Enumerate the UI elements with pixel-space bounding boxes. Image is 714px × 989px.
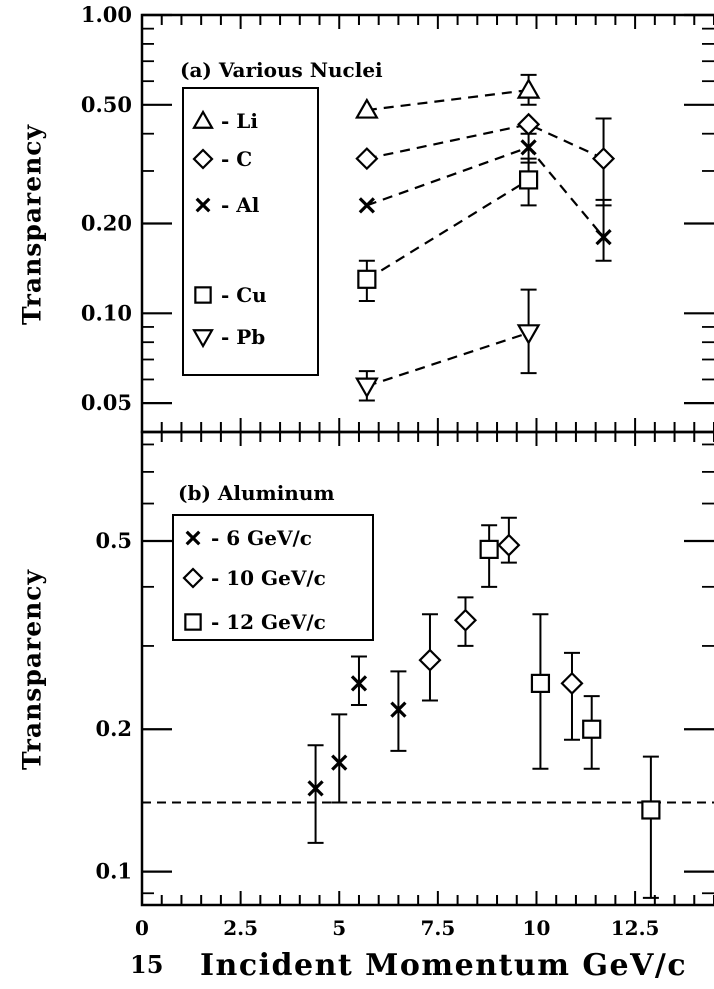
panel-b-series-12-gev-c-point <box>479 539 499 559</box>
panel-a-series-c-line <box>366 123 605 160</box>
panel-a-series-cu-point <box>357 269 377 289</box>
panel-a-y-tick-label: 0.05 <box>81 390 132 415</box>
panel-a-legend-marker <box>195 197 211 213</box>
panel-b-legend-marker <box>185 530 201 546</box>
panel-b-title: (b) Aluminum <box>178 481 335 505</box>
panel-b-frame <box>140 430 714 907</box>
panel-a-series-li-point <box>354 97 379 119</box>
panel-a-series-li-line <box>366 89 529 112</box>
panel-a-y-axis-label: Transparency <box>17 123 47 326</box>
panel-a-legend-box <box>182 87 319 376</box>
panel-a-series-li-point <box>516 77 541 99</box>
panel-b-legend-marker <box>184 613 202 631</box>
panel-b: 0.5 0.2 0.1 0 2.5 5 7.5 10 12.5 (b) Aluminum - 6 G… <box>95 430 714 940</box>
panel-a-title: (a) Various Nuclei <box>180 58 383 82</box>
panel-a-legend-label: - C <box>221 147 252 171</box>
panel-a-legend-label: - Li <box>221 109 258 133</box>
panel-b-series-10-gev-c-point <box>418 648 442 672</box>
panel-a-series-pb-line <box>366 331 529 388</box>
panel-b-y-tick-label: 0.1 <box>95 859 132 884</box>
panel-a-series-cu-line <box>366 178 530 281</box>
panel-a-y-tick-label: 0.20 <box>81 211 132 236</box>
panel-a-legend-label: - Al <box>221 193 260 217</box>
panel-b-series-6-gev-c-point <box>331 754 348 771</box>
page-number: 15 <box>130 950 164 979</box>
panel-b-legend-marker <box>182 567 204 589</box>
panel-b-series-6-gev-c-point <box>307 780 324 797</box>
panel-a-series-al-point <box>520 139 537 156</box>
panel-b-series-6-gev-c-point <box>350 675 368 692</box>
panel-a: 1.00 0.50 0.20 0.10 0.05 (a) Various Nuclei - … <box>81 2 714 434</box>
panel-a-series-al-line <box>366 146 605 238</box>
panel-b-series-10-gev-c-point <box>560 671 584 695</box>
panel-a-legend-label: - Cu <box>221 283 267 307</box>
panel-b-legend-box <box>172 514 374 641</box>
panel-b-series-6-gev-c-point <box>390 701 407 718</box>
panel-b-x-tick-label: 10 <box>523 916 551 940</box>
panel-b-y-tick-label: 0.5 <box>95 528 132 553</box>
panel-a-series-cu-point <box>518 170 539 190</box>
panel-b-x-tick-label: 2.5 <box>223 916 258 940</box>
panel-b-y-tick-label: 0.2 <box>95 716 132 741</box>
panel-b-x-tick-label: 12.5 <box>611 916 660 940</box>
panel-a-series-al-point <box>595 229 612 246</box>
panel-b-series-10-gev-c-point <box>497 533 521 557</box>
panel-b-series-12-gev-c-point <box>641 800 661 820</box>
panel-a-series-c-point <box>517 112 541 136</box>
panel-b-series-12-gev-c-point <box>582 719 602 739</box>
panel-a-series-c-point <box>591 147 616 171</box>
panel-a-legend-label: - Pb <box>221 325 265 349</box>
panel-a-legend-marker <box>194 286 212 304</box>
panel-a-series-c-point <box>355 147 379 171</box>
panel-a-legend-marker <box>192 109 214 129</box>
panel-b-x-tick-label: 0 <box>135 916 149 940</box>
panel-a-legend-marker <box>192 148 214 170</box>
panel-b-legend-label: - 6 GeV/c <box>211 526 312 550</box>
panel-b-y-axis-label: Transparency <box>17 568 47 771</box>
panel-b-series-10-gev-c-point <box>453 608 478 632</box>
panel-a-series-al-point <box>358 197 375 214</box>
panel-a-y-tick-label: 0.50 <box>81 92 132 117</box>
panel-a-legend-marker <box>192 329 214 349</box>
panel-b-x-tick-label: 5 <box>332 916 346 940</box>
panel-b-x-tick-label: 7.5 <box>420 916 455 940</box>
panel-b-legend-label: - 12 GeV/c <box>211 610 326 634</box>
panel-a-y-tick-label: 1.00 <box>81 2 132 27</box>
panel-a-series-pb-point <box>516 324 541 346</box>
panel-a-series-pb-point <box>354 377 379 399</box>
panel-a-y-tick-label: 0.10 <box>81 300 132 325</box>
panel-b-series-12-gev-c-point <box>530 673 551 693</box>
x-axis-label: Incident Momentum GeV/c <box>200 948 688 983</box>
panel-b-legend-label: - 10 GeV/c <box>211 566 326 590</box>
